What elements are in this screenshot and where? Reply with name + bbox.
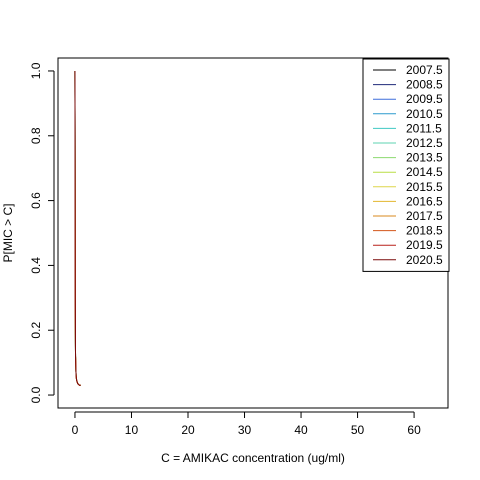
- series-line-2020.5: [74, 70, 81, 386]
- legend: 2007.52008.52009.52010.52011.52012.52013…: [362, 58, 450, 272]
- legend-label-2017.5: 2017.5: [406, 209, 443, 223]
- y-tick-label-0.0: 0.0: [29, 386, 43, 403]
- legend-label-2016.5: 2016.5: [406, 194, 443, 208]
- x-tick-label-40: 40: [294, 423, 308, 437]
- y-axis-label: P[MIC > C]: [1, 203, 15, 262]
- legend-box: [362, 58, 450, 272]
- x-tick-label-20: 20: [181, 423, 195, 437]
- legend-label-2014.5: 2014.5: [406, 165, 443, 179]
- y-axis: 0.0 0.2 0.4 0.6 0.8 1.0: [29, 62, 55, 403]
- x-axis: 0 10 20 30 40 50 60: [72, 411, 421, 437]
- x-tick-label-60: 60: [407, 423, 421, 437]
- y-tick-label-0.2: 0.2: [29, 322, 43, 339]
- legend-label-2012.5: 2012.5: [406, 136, 443, 150]
- legend-label-2007.5: 2007.5: [406, 63, 443, 77]
- series-layer: [74, 70, 81, 386]
- legend-label-2009.5: 2009.5: [406, 92, 443, 106]
- x-tick-label-30: 30: [238, 423, 252, 437]
- legend-label-2010.5: 2010.5: [406, 107, 443, 121]
- legend-label-2020.5: 2020.5: [406, 253, 443, 267]
- legend-label-2015.5: 2015.5: [406, 180, 443, 194]
- legend-label-2019.5: 2019.5: [406, 238, 443, 252]
- legend-label-2011.5: 2011.5: [406, 121, 442, 135]
- y-tick-label-1.0: 1.0: [29, 62, 43, 79]
- legend-label-2008.5: 2008.5: [406, 78, 443, 92]
- legend-label-2013.5: 2013.5: [406, 151, 443, 165]
- y-tick-label-0.6: 0.6: [29, 192, 43, 209]
- x-tick-label-0: 0: [72, 423, 79, 437]
- x-tick-label-10: 10: [125, 423, 139, 437]
- legend-label-2018.5: 2018.5: [406, 224, 443, 238]
- y-tick-label-0.8: 0.8: [29, 127, 43, 144]
- y-tick-label-0.4: 0.4: [29, 257, 43, 274]
- x-tick-label-50: 50: [351, 423, 365, 437]
- x-axis-label: C = AMIKAC concentration (ug/ml): [161, 451, 345, 465]
